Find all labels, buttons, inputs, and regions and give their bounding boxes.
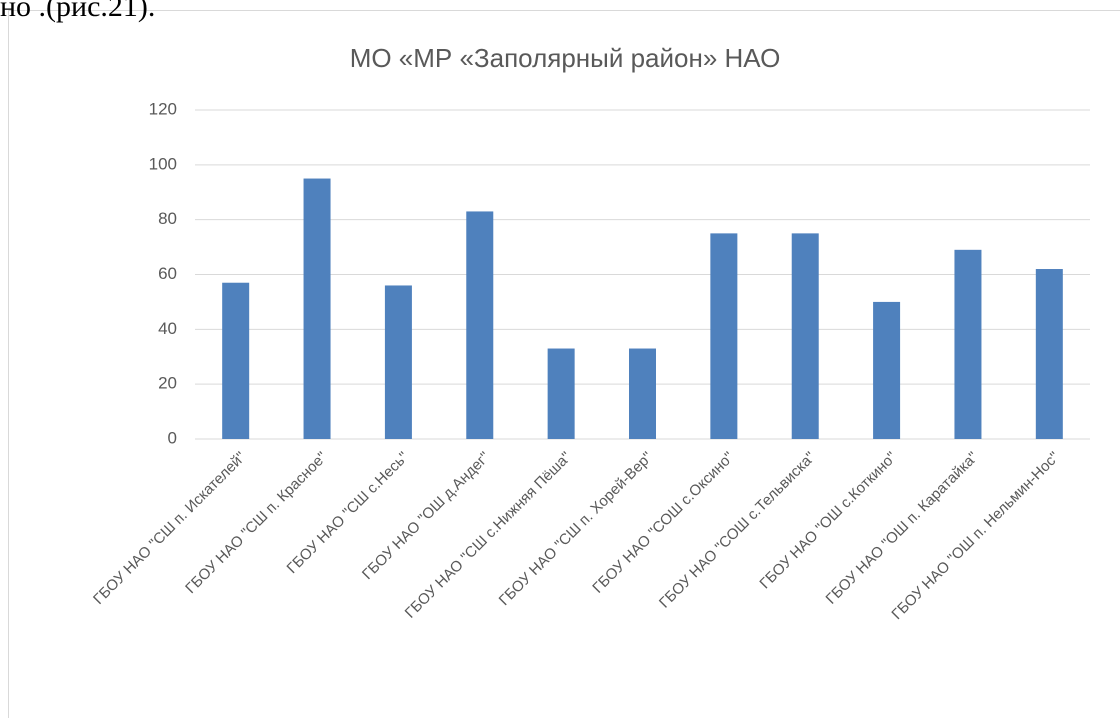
bar (1035, 269, 1063, 439)
x-tick-label: ГБОУ НАО "ОШ с.Коткино" (756, 449, 900, 593)
y-tick-label: 40 (158, 319, 177, 338)
bar (303, 178, 331, 439)
bar (629, 348, 656, 439)
x-tick-label: ГБОУ НАО "СОШ с.Оксино" (589, 449, 737, 597)
bar (710, 233, 738, 439)
y-tick-label: 120 (149, 99, 177, 118)
y-tick-label: 60 (158, 264, 177, 283)
y-tick-label: 0 (168, 428, 177, 447)
x-tick-label: ГБОУ НАО "СШ с.Нижняя Пёша" (402, 449, 575, 622)
y-tick-label: 20 (158, 374, 177, 393)
bar (954, 249, 982, 439)
bar (547, 348, 575, 439)
x-tick-label: ГБОУ НАО "СОШ с.Тельвиска" (656, 449, 819, 612)
bar (873, 301, 901, 439)
x-tick-label: ГБОУ НАО "ОШ п. Нельмин-Нос" (888, 449, 1062, 623)
chart-title: МО «МР «Заполярный район» НАО (350, 43, 781, 73)
x-tick-label: ГБОУ НАО "СШ п. Красное" (182, 449, 330, 597)
bar (791, 233, 819, 439)
x-tick-label: ГБОУ НАО "ОШ п. Каратайка" (823, 449, 982, 608)
bar (222, 282, 250, 439)
document-text: но .(рис.21). (0, 0, 155, 23)
y-tick-label: 80 (158, 209, 177, 228)
x-tick-label: ГБОУ НАО "СШ п. Хорей-Вер" (496, 449, 656, 609)
y-tick-label: 100 (149, 154, 177, 173)
bar (384, 285, 412, 439)
chart-frame (8, 10, 1120, 718)
bar (466, 211, 494, 439)
x-tick-label: ГБОУ НАО "СШ п. Искателей" (90, 449, 249, 608)
